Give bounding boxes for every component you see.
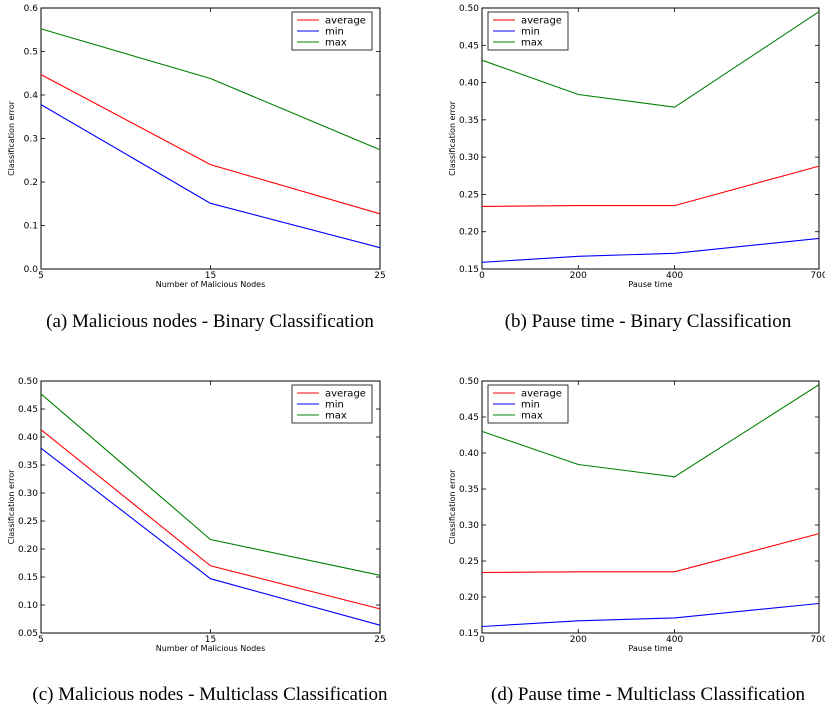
series-line-min [481, 602, 820, 628]
y-tick-label: 0.35 [459, 485, 479, 495]
legend-label-max: max [325, 38, 347, 49]
y-axis-label: Classification error [448, 469, 457, 545]
series-line-max [40, 28, 381, 151]
legend-label-average: average [325, 16, 366, 27]
y-tick-label: 0.5 [24, 48, 38, 58]
y-tick-label: 0.35 [459, 116, 479, 126]
y-tick-label: 0.30 [18, 489, 38, 499]
panel-caption: (d) Pause time - Multiclass Classificati… [491, 684, 805, 705]
y-axis-label: Classification error [7, 100, 16, 176]
y-tick-label: 0.45 [459, 413, 479, 423]
x-tick-label: 0 [479, 271, 485, 281]
y-tick-label: 0.20 [18, 545, 38, 555]
series-line-average [40, 429, 381, 610]
y-tick-label: 0.45 [18, 405, 38, 415]
y-tick-label: 0.3 [24, 135, 38, 145]
x-tick-label: 25 [374, 271, 385, 281]
series-line-average [40, 74, 381, 215]
x-tick-label: 400 [666, 271, 683, 281]
y-tick-label: 0.50 [459, 377, 479, 387]
y-tick-label: 0.15 [18, 573, 38, 583]
y-tick-label: 0.25 [18, 517, 38, 527]
y-tick-label: 0.0 [24, 265, 39, 275]
x-axis-label: Number of Malicious Nodes [156, 280, 266, 289]
panel-caption: (c) Malicious nodes - Multiclass Classif… [32, 684, 388, 705]
legend-label-min: min [325, 27, 344, 38]
series-line-average [481, 533, 820, 574]
series-line-max [40, 393, 381, 576]
chart-panel-b: 0.15 0.20 0.25 0.30 0.35 0.40 0.45 0.50 0 200 400 7… [448, 4, 825, 332]
x-tick-label: 15 [205, 271, 216, 281]
legend-label-max: max [325, 411, 347, 422]
x-tick-label: 700 [810, 271, 825, 281]
y-axis-label: Classification error [448, 100, 457, 176]
x-axis-label: Pause time [628, 644, 672, 653]
y-tick-label: 0.40 [18, 433, 38, 443]
chart-panel-a: 0.0 0.1 0.2 0.3 0.4 0.5 0.6 5 15 25 Number of Mali… [7, 4, 386, 332]
plot-frame [481, 7, 820, 270]
x-tick-label: 200 [570, 271, 587, 281]
y-tick-label: 0.50 [18, 377, 38, 387]
x-tick-label: 700 [810, 635, 825, 645]
x-tick-label: 5 [38, 635, 44, 645]
y-tick-label: 0.35 [18, 461, 38, 471]
y-tick-label: 0.50 [459, 4, 479, 14]
series-line-max [481, 384, 820, 478]
x-tick-label: 400 [666, 635, 683, 645]
y-tick-label: 0.15 [459, 265, 479, 275]
legend-label-min: min [521, 27, 540, 38]
x-tick-label: 5 [38, 271, 44, 281]
y-tick-label: 0.30 [459, 521, 479, 531]
plot-frame [40, 7, 381, 270]
x-tick-label: 25 [374, 635, 385, 645]
y-tick-label: 0.30 [459, 153, 479, 163]
y-tick-label: 0.20 [459, 593, 479, 603]
y-tick-label: 0.1 [24, 222, 38, 232]
legend-label-min: min [521, 400, 540, 411]
x-tick-label: 200 [570, 635, 587, 645]
legend-label-max: max [521, 38, 543, 49]
y-tick-label: 0.20 [459, 228, 479, 238]
y-tick-label: 0.4 [24, 91, 39, 101]
legend-label-average: average [325, 389, 366, 400]
legend-label-min: min [325, 400, 344, 411]
y-tick-label: 0.15 [459, 629, 479, 639]
y-tick-label: 0.40 [459, 79, 479, 89]
y-tick-label: 0.45 [459, 41, 479, 51]
series-line-min [481, 237, 820, 263]
y-tick-label: 0.25 [459, 557, 479, 567]
y-tick-label: 0.6 [24, 4, 39, 14]
series-line-min [40, 104, 381, 249]
y-axis-label: Classification error [7, 469, 16, 545]
chart-panel-d: 0.15 0.20 0.25 0.30 0.35 0.40 0.45 0.50 0 200 400 7… [448, 377, 825, 705]
panel-caption: (b) Pause time - Binary Classification [505, 311, 792, 332]
x-tick-label: 15 [205, 635, 216, 645]
y-tick-label: 0.10 [18, 601, 38, 611]
y-tick-label: 0.25 [459, 190, 479, 200]
x-axis-label: Pause time [628, 280, 672, 289]
panel-caption: (a) Malicious nodes - Binary Classificat… [46, 311, 374, 332]
y-tick-label: 0.05 [18, 629, 38, 639]
series-line-min [40, 447, 381, 626]
y-tick-label: 0.40 [459, 449, 479, 459]
series-line-max [481, 11, 820, 108]
legend-label-max: max [521, 411, 543, 422]
x-tick-label: 0 [479, 635, 485, 645]
chart-panel-c: 0.05 0.10 0.15 0.20 0.25 0.30 0.35 0.40 0.45 0.50… [7, 377, 388, 705]
y-tick-label: 0.2 [24, 178, 38, 188]
legend-label-average: average [521, 389, 562, 400]
series-line-average [481, 165, 820, 207]
legend-label-average: average [521, 16, 562, 27]
x-axis-label: Number of Malicious Nodes [156, 644, 266, 653]
